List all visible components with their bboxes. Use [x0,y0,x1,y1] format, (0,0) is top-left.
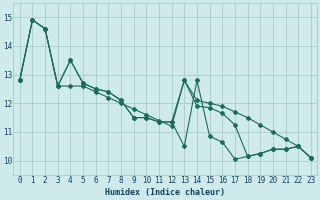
X-axis label: Humidex (Indice chaleur): Humidex (Indice chaleur) [105,188,225,197]
